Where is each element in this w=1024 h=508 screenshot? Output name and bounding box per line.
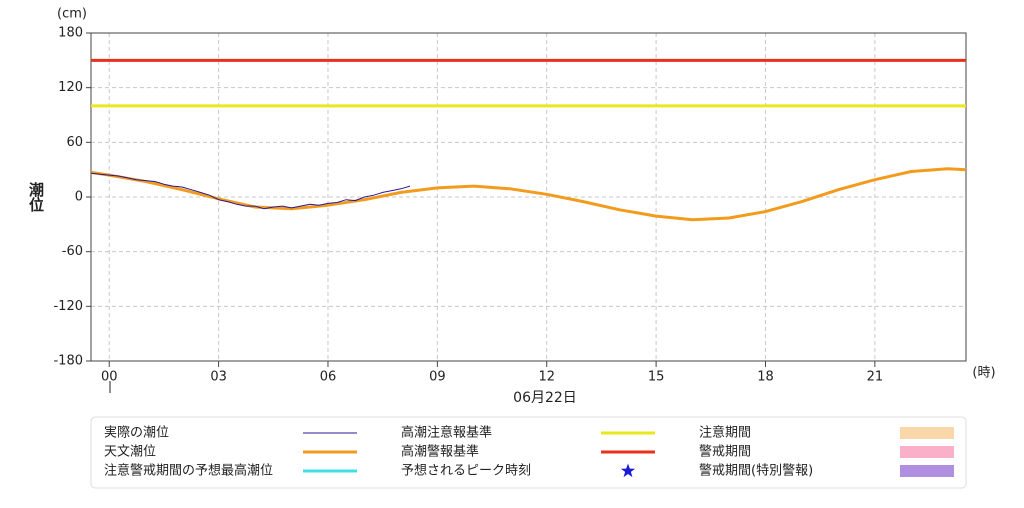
legend-label: 注意警戒期間の予想最高潮位 xyxy=(104,463,273,479)
legend-label: 高潮警報基準 xyxy=(401,444,479,460)
legend-label: 警戒期間 xyxy=(699,444,751,460)
legend-label: 注意期間 xyxy=(699,425,751,441)
x-tick-label: 15 xyxy=(648,370,665,385)
date-label: 06月22日 xyxy=(513,390,577,406)
y-tick-label: 60 xyxy=(66,135,83,150)
legend-swatch xyxy=(620,463,636,478)
y-tick-label: 0 xyxy=(75,190,83,205)
y-tick-label: 120 xyxy=(58,80,83,95)
legend-label: 警戒期間(特別警報) xyxy=(699,463,813,479)
x-unit-label: (時) xyxy=(972,366,995,381)
y-tick-label: -60 xyxy=(62,244,83,259)
legend-swatch xyxy=(900,427,954,439)
legend-label: 天文潮位 xyxy=(104,445,156,460)
legend-label: 実際の潮位 xyxy=(104,425,169,441)
y-tick-label: -180 xyxy=(53,354,83,369)
y-axis-label: 潮位 xyxy=(27,181,45,212)
x-tick-label: 06 xyxy=(320,370,337,385)
series-line xyxy=(90,172,411,210)
x-tick-label: 03 xyxy=(210,370,227,385)
unit-label: (cm) xyxy=(57,7,87,22)
x-tick-label: 12 xyxy=(538,370,555,385)
legend-swatch xyxy=(900,465,954,477)
y-tick-label: -120 xyxy=(53,299,83,314)
legend-swatch xyxy=(900,446,954,458)
plot-frame xyxy=(90,32,967,362)
series-line xyxy=(90,167,967,222)
x-tick-label: 21 xyxy=(867,370,884,385)
x-tick-label: 09 xyxy=(429,370,446,385)
legend-label: 予想されるピーク時刻 xyxy=(401,463,531,479)
legend-label: 高潮注意報基準 xyxy=(401,425,492,441)
x-tick-label: 00 xyxy=(101,370,118,385)
x-tick-label: 18 xyxy=(757,370,774,385)
y-tick-label: 180 xyxy=(58,26,83,41)
